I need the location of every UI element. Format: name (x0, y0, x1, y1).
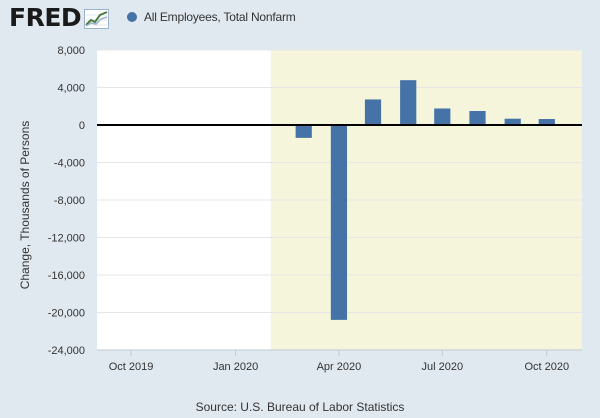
y-tick-label: 4,000 (57, 83, 85, 95)
y-tick-label: -16,000 (48, 270, 85, 282)
bar (295, 125, 312, 138)
y-tick-label: -4,000 (54, 158, 85, 170)
bar (434, 108, 451, 125)
chart-header: FRED All Employees, Total Nonfarm (0, 0, 600, 40)
x-tick-label: Jan 2020 (213, 361, 258, 373)
y-tick-label: 8,000 (57, 45, 85, 57)
y-tick-label: 0 (79, 120, 85, 132)
fred-logo[interactable]: FRED (9, 3, 110, 32)
legend-label: All Employees, Total Nonfarm (144, 10, 296, 24)
bar (504, 118, 521, 125)
legend: All Employees, Total Nonfarm (127, 10, 296, 24)
y-tick-label: -12,000 (48, 233, 85, 245)
x-tick-label: Apr 2020 (317, 361, 362, 373)
bar (469, 111, 486, 125)
y-tick-label: -24,000 (48, 345, 85, 357)
y-tick-label: -8,000 (54, 195, 85, 207)
x-tick-label: Oct 2020 (524, 361, 569, 373)
source-note: Source: U.S. Bureau of Labor Statistics (195, 400, 405, 414)
legend-marker (127, 12, 137, 22)
x-tick-label: Jul 2020 (421, 361, 463, 373)
fred-chart-logo-icon (84, 8, 110, 29)
bar (538, 119, 555, 125)
bar (330, 125, 348, 320)
x-tick-label: Oct 2019 (109, 361, 154, 373)
logo-text: FRED (9, 3, 82, 32)
bar (364, 99, 382, 125)
y-tick-label: -20,000 (48, 308, 85, 320)
bar (400, 80, 417, 125)
y-axis-label: Change, Thousands of Persons (18, 121, 32, 290)
